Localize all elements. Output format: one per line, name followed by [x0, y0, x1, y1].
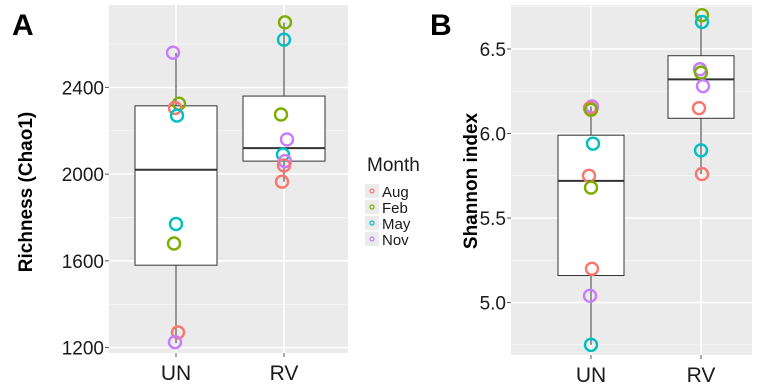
panel-a-point-aug [276, 158, 292, 173]
panel-a-chart: A Richness (Chao1) 1200 1600 2000 2400 UN RV [12, 5, 348, 384]
panel-b-box-rv [667, 55, 735, 119]
panel-a-point-nov [167, 334, 183, 350]
panel-a-y-axis-label: Richness (Chao1) [16, 112, 37, 272]
panel-b-point-may [693, 143, 709, 158]
panel-b-x-tick-label: UN [576, 364, 606, 384]
panel-b-point-aug [691, 100, 707, 116]
legend-label-aug: Aug [382, 184, 409, 201]
legend-swatch-feb [369, 204, 375, 210]
legend-label-may: May [382, 216, 411, 233]
panel-a-y-tick-label: 2000 [62, 165, 104, 186]
panel-b-point-feb [694, 7, 710, 23]
panel-a-point-aug [274, 174, 290, 189]
panel-a-point-nov [279, 132, 295, 147]
panel-b-x-tick-label: RV [687, 364, 716, 384]
panel-b-point-may [585, 136, 601, 151]
panel-a-point-feb [277, 15, 293, 30]
panel-a-letter: A [12, 9, 34, 42]
legend-swatch-may [369, 220, 375, 226]
legend-key-nov [365, 232, 379, 246]
panel-b-y-tick-label: 5.0 [480, 294, 506, 315]
panel-b-point-may [694, 14, 710, 30]
panel-b-point-feb [693, 65, 709, 80]
panel-b-point-aug [584, 261, 600, 276]
panel-a-point-feb [273, 107, 289, 122]
legend-label-nov: Nov [382, 232, 409, 249]
panel-b-y-tick-label: 5.5 [480, 209, 506, 230]
panel-a-point-may [169, 108, 185, 123]
legend-key-feb [365, 200, 379, 214]
panel-a-y-tick-label: 1200 [62, 339, 104, 360]
panel-b-point-nov [695, 78, 711, 94]
panel-a-point-aug [167, 100, 183, 116]
panel-a-box-un [134, 105, 218, 266]
panel-b-chart: B Shannon index 5.0 5.5 6.0 6.5 UN RV [430, 5, 752, 384]
panel-a-point-nov [165, 45, 181, 60]
legend-key-aug [365, 184, 379, 198]
panel-b-y-tick-label: 6.5 [480, 40, 506, 61]
legend-title: Month [367, 155, 420, 176]
panel-a-x-tick-label: UN [161, 362, 191, 384]
panel-b-y-tick-label: 6.0 [480, 125, 506, 146]
panel-a-y-tick-label: 2400 [62, 78, 104, 99]
panel-b-point-feb [583, 102, 599, 118]
panel-a-point-feb [166, 236, 182, 251]
panel-b-box-un [557, 134, 625, 277]
panel-a-point-may [276, 32, 292, 47]
panel-b-y-axis-label: Shannon index [461, 112, 482, 249]
panel-b-point-nov [582, 288, 598, 304]
legend-key-may [365, 216, 379, 230]
panel-b-point-may [583, 337, 599, 353]
legend-label-feb: Feb [382, 200, 408, 217]
legend-swatch-aug [369, 188, 375, 194]
panel-b-point-feb [583, 180, 599, 195]
panel-b-point-aug [694, 166, 710, 182]
panel-a-x-tick-label: RV [270, 362, 299, 384]
panel-b-letter: B [430, 9, 452, 42]
legend-swatch-nov [369, 236, 375, 242]
panel-a-box-rv [242, 95, 326, 162]
panel-a-point-may [168, 216, 184, 232]
panel-a-y-tick-label: 1600 [62, 252, 104, 273]
